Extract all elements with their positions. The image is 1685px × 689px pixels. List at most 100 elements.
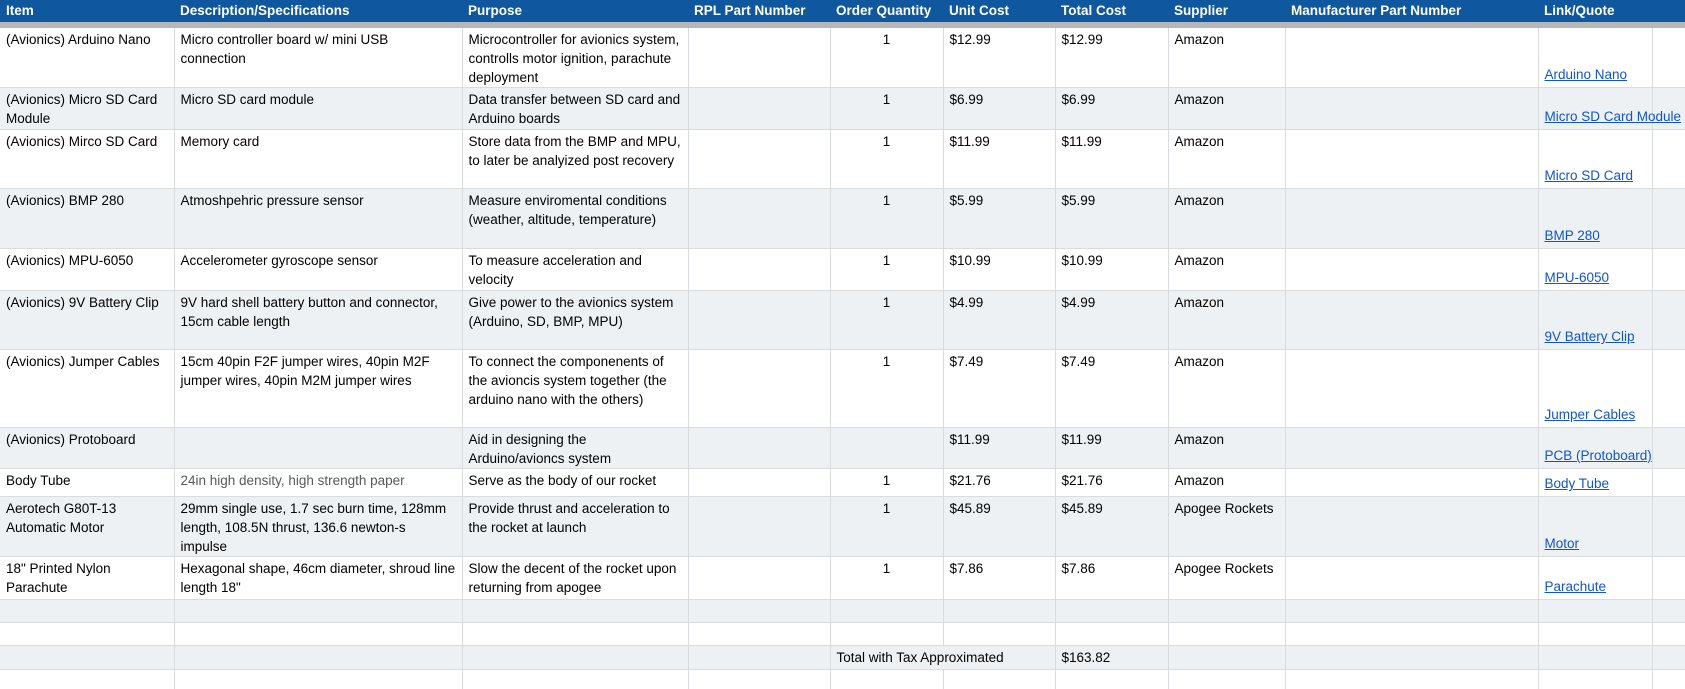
cell-unit-cost[interactable]: $11.99	[943, 427, 1056, 469]
cell-order-quantity[interactable]: 1	[830, 349, 944, 428]
cell-link-quote[interactable]: Arduino Nano	[1538, 28, 1653, 88]
cell-total-cost[interactable]: $6.99	[1055, 87, 1169, 130]
cell-empty[interactable]	[1168, 669, 1286, 689]
cell-extra[interactable]	[1652, 468, 1685, 497]
col-header-description[interactable]: Description/Specifications	[174, 0, 462, 22]
link-micro-sd-card-module[interactable]: Micro SD Card Module	[1544, 109, 1682, 124]
cell-supplier[interactable]: Amazon	[1168, 87, 1286, 130]
cell-supplier[interactable]: Apogee Rockets	[1168, 556, 1286, 600]
cell-link-quote[interactable]: Motor	[1538, 496, 1653, 557]
cell-total-cost[interactable]: $5.99	[1055, 188, 1169, 249]
cell-empty[interactable]	[943, 622, 1056, 646]
cell-manufacturer[interactable]	[1285, 28, 1539, 88]
cell-supplier[interactable]: Amazon	[1168, 349, 1286, 428]
cell-supplier[interactable]: Amazon	[1168, 188, 1286, 249]
cell-item[interactable]: (Avionics) Arduino Nano	[0, 28, 175, 88]
col-header-link-quote[interactable]: Link/Quote	[1538, 0, 1652, 22]
cell-purpose[interactable]: Give power to the avionics system (Ardui…	[462, 290, 689, 350]
cell-supplier[interactable]: Amazon	[1168, 427, 1286, 469]
cell-extra[interactable]	[1652, 496, 1685, 557]
cell-order-quantity[interactable]: 1	[830, 87, 944, 130]
cell-description[interactable]: Accelerometer gyroscope sensor	[174, 248, 463, 291]
cell-empty[interactable]	[1652, 645, 1685, 670]
cell-extra[interactable]	[1652, 188, 1685, 249]
cell-supplier[interactable]: Amazon	[1168, 129, 1286, 189]
cell-empty[interactable]	[462, 645, 689, 670]
cell-description[interactable]: Micro SD card module	[174, 87, 463, 130]
cell-order-quantity[interactable]: 1	[830, 248, 944, 291]
cell-rpl[interactable]	[688, 248, 831, 291]
cell-rpl[interactable]	[688, 427, 831, 469]
cell-manufacturer[interactable]	[1285, 496, 1539, 557]
cell-supplier[interactable]: Amazon	[1168, 28, 1286, 88]
link-micro-sd-card[interactable]: Micro SD Card	[1544, 168, 1634, 183]
cell-purpose[interactable]: Microcontroller for avionics system, con…	[462, 28, 689, 88]
link-pcb-protoboard[interactable]: PCB (Protoboard)	[1544, 448, 1652, 463]
cell-unit-cost[interactable]: $7.49	[943, 349, 1056, 428]
cell-manufacturer[interactable]	[1285, 427, 1539, 469]
cell-total-cost[interactable]: $12.99	[1055, 28, 1169, 88]
cell-purpose[interactable]: Aid in designing the Arduino/avioncs sys…	[462, 427, 689, 469]
cell-purpose[interactable]: Measure enviromental conditions (weather…	[462, 188, 689, 249]
cell-rpl[interactable]	[688, 87, 831, 130]
cell-total-cost[interactable]: $45.89	[1055, 496, 1169, 557]
cell-link-quote[interactable]: 9V Battery Clip	[1538, 290, 1653, 350]
cell-empty[interactable]	[462, 669, 689, 689]
link-motor[interactable]: Motor	[1544, 536, 1580, 551]
cell-purpose[interactable]: Data transfer between SD card and Arduin…	[462, 87, 689, 130]
cell-item[interactable]: (Avionics) 9V Battery Clip	[0, 290, 175, 350]
cell-empty[interactable]	[1652, 669, 1685, 689]
cell-empty[interactable]	[0, 622, 175, 646]
cell-item[interactable]: (Avionics) BMP 280	[0, 188, 175, 249]
cell-empty[interactable]	[1285, 622, 1539, 646]
cell-unit-cost[interactable]: $45.89	[943, 496, 1056, 557]
cell-empty[interactable]	[0, 599, 175, 623]
cell-total-cost[interactable]: $11.99	[1055, 427, 1169, 469]
cell-item[interactable]: (Avionics) Jumper Cables	[0, 349, 175, 428]
cell-empty[interactable]	[1538, 599, 1653, 623]
link-parachute[interactable]: Parachute	[1544, 579, 1607, 594]
col-header-rpl-part-number[interactable]: RPL Part Number	[688, 0, 830, 22]
cell-manufacturer[interactable]	[1285, 248, 1539, 291]
cell-empty[interactable]	[1168, 599, 1286, 623]
cell-description[interactable]: 24in high density, high strength paper	[174, 468, 463, 497]
cell-link-quote[interactable]: PCB (Protoboard)	[1538, 427, 1653, 469]
cell-purpose[interactable]: Store data from the BMP and MPU, to late…	[462, 129, 689, 189]
cell-empty[interactable]	[0, 669, 175, 689]
cell-empty[interactable]	[1652, 622, 1685, 646]
link-jumper-cables[interactable]: Jumper Cables	[1544, 407, 1636, 422]
link-body-tube[interactable]: Body Tube	[1544, 476, 1610, 491]
cell-manufacturer[interactable]	[1285, 349, 1539, 428]
cell-manufacturer[interactable]	[1285, 87, 1539, 130]
cell-empty[interactable]	[1285, 645, 1539, 670]
cell-extra[interactable]	[1652, 28, 1685, 88]
col-header-purpose[interactable]: Purpose	[462, 0, 688, 22]
cell-total-cost[interactable]: $11.99	[1055, 129, 1169, 189]
cell-empty[interactable]	[1168, 645, 1286, 670]
cell-unit-cost[interactable]: $21.76	[943, 468, 1056, 497]
cell-description[interactable]: Atmoshpehric pressure sensor	[174, 188, 463, 249]
cell-item[interactable]: Aerotech G80T-13 Automatic Motor	[0, 496, 175, 557]
col-header-total-cost[interactable]: Total Cost	[1055, 0, 1168, 22]
cell-unit-cost[interactable]: $12.99	[943, 28, 1056, 88]
cell-extra[interactable]	[1652, 290, 1685, 350]
cell-item[interactable]: (Avionics) MPU-6050	[0, 248, 175, 291]
col-header-manufacturer-part-number[interactable]: Manufacturer Part Number	[1285, 0, 1538, 22]
cell-purpose[interactable]: Slow the decent of the rocket upon retur…	[462, 556, 689, 600]
cell-supplier[interactable]: Apogee Rockets	[1168, 496, 1286, 557]
cell-extra[interactable]	[1652, 87, 1685, 130]
cell-description[interactable]: 9V hard shell battery button and connect…	[174, 290, 463, 350]
cell-empty[interactable]	[1538, 669, 1653, 689]
cell-item[interactable]: (Avionics) Micro SD Card Module	[0, 87, 175, 130]
cell-empty[interactable]	[1168, 622, 1286, 646]
cell-empty[interactable]	[943, 669, 1056, 689]
cell-total-cost[interactable]: $21.76	[1055, 468, 1169, 497]
cell-extra[interactable]	[1652, 349, 1685, 428]
cell-rpl[interactable]	[688, 349, 831, 428]
cell-total-cost[interactable]: $10.99	[1055, 248, 1169, 291]
cell-manufacturer[interactable]	[1285, 468, 1539, 497]
cell-empty[interactable]	[462, 599, 689, 623]
cell-empty[interactable]	[1652, 599, 1685, 623]
cell-supplier[interactable]: Amazon	[1168, 468, 1286, 497]
cell-total-cost[interactable]: $4.99	[1055, 290, 1169, 350]
